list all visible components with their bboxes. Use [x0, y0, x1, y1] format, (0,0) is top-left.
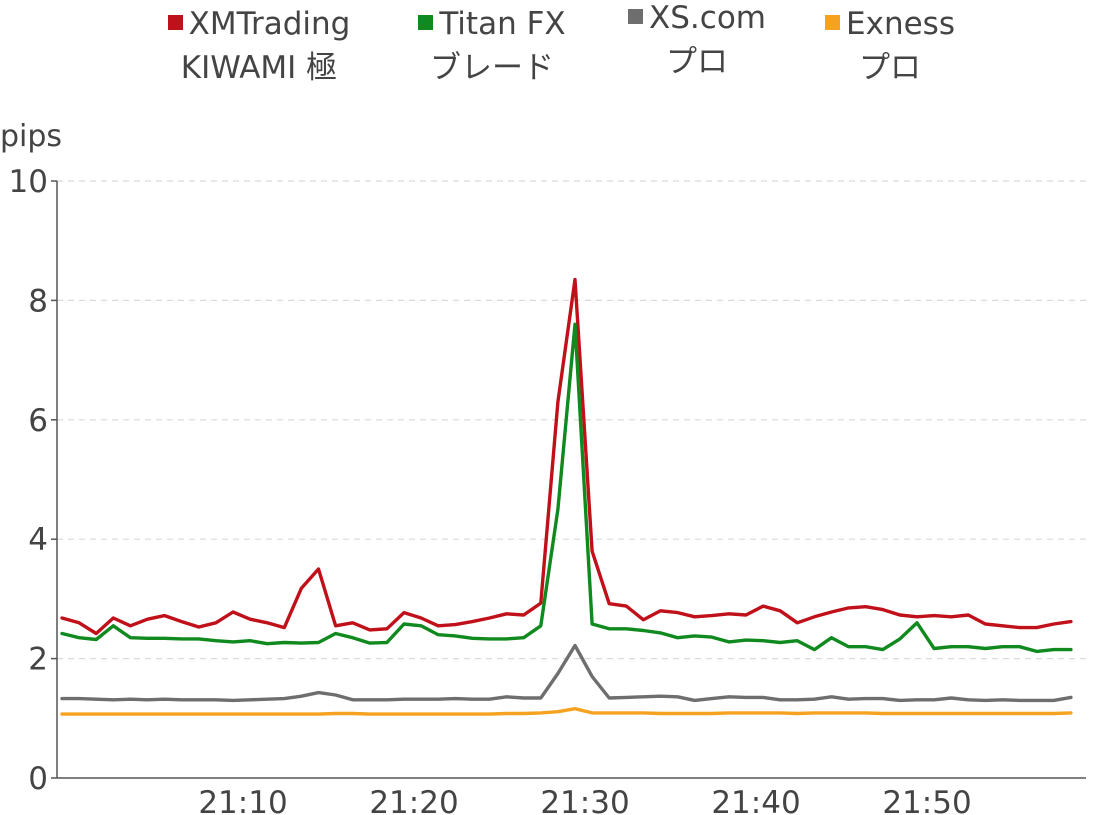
- legend-label-xscom-line2: プロ: [666, 44, 728, 80]
- gridlines: [57, 180, 1086, 660]
- x-tick-label-2140: 21:40: [711, 785, 800, 815]
- legend-swatch-titanfx: [418, 15, 434, 30]
- legend-swatch-exness: [825, 15, 841, 30]
- series-line-xscom: [60, 643, 1073, 703]
- legend-swatch-xmtrading: [167, 15, 183, 30]
- legend-label-xmtrading-line1: XMTrading: [188, 6, 351, 42]
- legend-item-xscom: XS.com プロ: [602, 0, 792, 84]
- y-tick-label-6: 6: [28, 403, 48, 439]
- legend-label-xscom-line1: XS.com: [649, 0, 766, 36]
- y-tick-label-0: 0: [28, 761, 48, 797]
- legend-item-titanfx: Titan FX ブレード: [392, 2, 592, 90]
- legend-label-exness-line1: Exness: [846, 6, 955, 42]
- legend-label-exness-line2: プロ: [859, 50, 921, 86]
- series-lines: [60, 277, 1073, 716]
- legend-swatch-xscom: [628, 9, 643, 24]
- x-tick-label-2110: 21:10: [198, 785, 287, 815]
- y-axis-unit-label: pips: [0, 119, 62, 154]
- legend-item-exness: Exness プロ: [800, 2, 980, 90]
- x-axis-ticks: 21:10 21:20 21:30 21:40 21:50: [198, 785, 971, 815]
- y-tick-label-4: 4: [28, 522, 48, 558]
- series-line-exness: [60, 707, 1073, 716]
- y-tick-label-2: 2: [28, 642, 48, 678]
- x-tick-label-2150: 21:50: [882, 785, 971, 815]
- legend-item-xmtrading: XMTrading KIWAMI 極: [140, 2, 378, 90]
- series-line-xmtrading: [60, 277, 1073, 636]
- series-line-titanfx: [60, 322, 1073, 654]
- y-tick-label-10: 10: [9, 164, 48, 200]
- legend-label-titanfx-line1: Titan FX: [439, 6, 566, 42]
- x-tick-label-2120: 21:20: [369, 785, 458, 815]
- legend-label-titanfx-line2: ブレード: [430, 50, 554, 86]
- y-axis-ticks: 0 2 4 6 8 10: [9, 164, 57, 797]
- chart-legend: XMTrading KIWAMI 極 Titan FX ブレード XS.com …: [0, 0, 1100, 90]
- x-tick-label-2130: 21:30: [540, 785, 629, 815]
- y-tick-label-8: 8: [28, 283, 48, 319]
- axes: [56, 181, 1086, 779]
- legend-label-xmtrading-line2: KIWAMI 極: [180, 50, 338, 86]
